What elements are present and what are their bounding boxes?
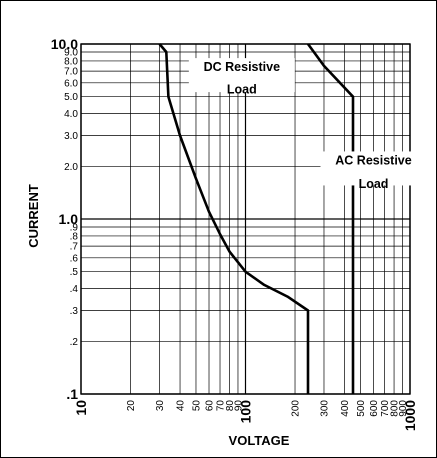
x-tick-label: 10 <box>73 400 89 416</box>
y-tick-label: 5.0 <box>64 92 78 103</box>
x-tick-label: 70 <box>216 400 227 412</box>
grid-layer <box>80 43 411 395</box>
y-tick-label: .4 <box>70 284 79 295</box>
y-tick-label: 3.0 <box>64 131 78 142</box>
x-tick-label: 900 <box>398 400 409 417</box>
y-tick-label: 9.0 <box>64 48 78 59</box>
x-tick-label: 50 <box>191 400 202 412</box>
y-tick-label: .6 <box>70 253 79 264</box>
y-tick-label: 8.0 <box>64 56 78 67</box>
x-tick-label: 80 <box>225 400 236 412</box>
ac-resistive-load-label-line-1: AC Resistive <box>335 153 411 167</box>
x-tick-label: 800 <box>390 400 401 417</box>
x-tick-label: 40 <box>176 400 187 412</box>
dc-resistive-load-label-line-2: Load <box>227 83 257 97</box>
x-tick-label: 400 <box>340 400 351 417</box>
x-tick-label: 30 <box>155 400 166 412</box>
y-tick-label: .7 <box>70 242 79 253</box>
y-tick-label: .8 <box>70 231 79 242</box>
dc-resistive-load-label-line-1: DC Resistive <box>204 60 280 74</box>
y-tick-label: 10.0 <box>51 36 78 52</box>
x-tick-label: 200 <box>291 400 302 417</box>
y-tick-label: .5 <box>70 267 79 278</box>
x-tick-label: 1000 <box>402 400 418 431</box>
x-tick-label: 20 <box>126 400 137 412</box>
x-tick-label: 500 <box>356 400 367 417</box>
x-tick-label: 60 <box>205 400 216 412</box>
x-tick-label: 700 <box>380 400 391 417</box>
y-axis-title: CURRENT <box>26 184 41 248</box>
y-tick-label: 7.0 <box>64 67 78 78</box>
ac-resistive-load-label-line-2: Load <box>359 177 389 191</box>
ac-resistive-load-line <box>306 43 355 394</box>
x-tick-label: 300 <box>319 400 330 417</box>
y-tick-label: 2.0 <box>64 162 78 173</box>
y-tick-label: .1 <box>66 386 78 402</box>
dc-resistive-load-label-bg <box>188 58 295 93</box>
annotation-layer: DC Resistive Load AC Resistive Load <box>188 58 427 191</box>
y-tick-label: .3 <box>70 306 79 317</box>
y-tick-label: 6.0 <box>64 78 78 89</box>
x-tick-label: 90 <box>233 400 244 412</box>
x-axis-title: VOLTAGE <box>229 433 290 448</box>
y-tick-label: .2 <box>70 337 79 348</box>
x-tick-label: 600 <box>369 400 380 417</box>
ac-resistive-load-label-bg <box>320 151 427 186</box>
y-tick-label: .9 <box>70 223 79 234</box>
y-tick-label: 1.0 <box>59 211 79 227</box>
x-tick-label: 100 <box>238 400 254 424</box>
dc-resistive-load-line <box>158 43 310 394</box>
y-tick-label: 4.0 <box>64 109 78 120</box>
series-layer <box>158 43 355 394</box>
